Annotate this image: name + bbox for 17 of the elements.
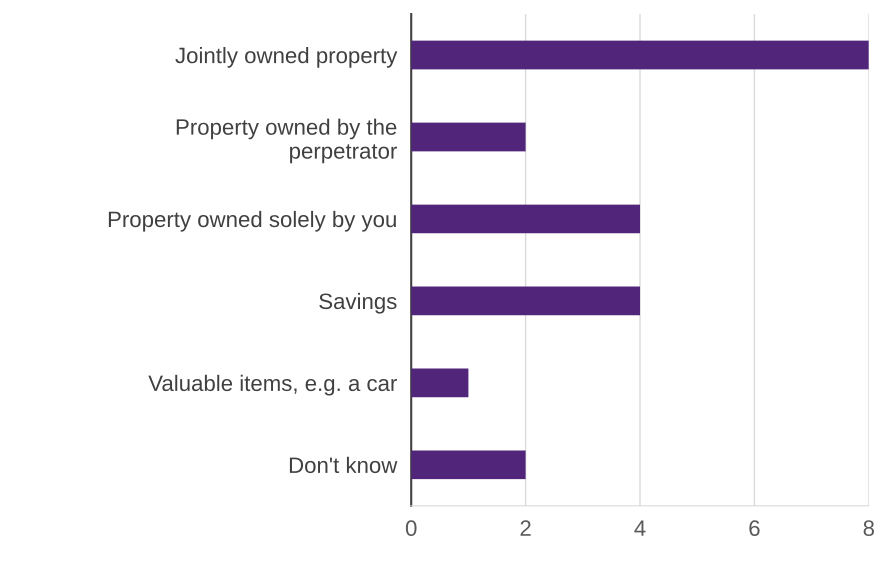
bar <box>411 368 468 398</box>
x-tick-label: 4 <box>634 520 646 536</box>
bar <box>411 204 640 234</box>
x-tick-label: 6 <box>749 520 760 536</box>
bar <box>411 286 640 316</box>
x-tick-label: 8 <box>864 520 874 536</box>
x-tick-label: 0 <box>406 520 417 536</box>
x-tick-label: 2 <box>520 520 531 536</box>
bar <box>411 122 526 152</box>
y-tick-label: Property owned by the perpetrator <box>176 118 397 164</box>
y-tick-label: Jointly owned property <box>175 46 398 68</box>
bar <box>411 40 869 70</box>
y-tick-label: Don't know <box>290 456 398 474</box>
y-tick-label: Property owned solely by you <box>108 210 396 232</box>
y-tick-label: Valuable items, e.g. a car <box>148 374 397 396</box>
bar <box>411 450 526 480</box>
y-tick-label: Savings <box>319 292 397 314</box>
